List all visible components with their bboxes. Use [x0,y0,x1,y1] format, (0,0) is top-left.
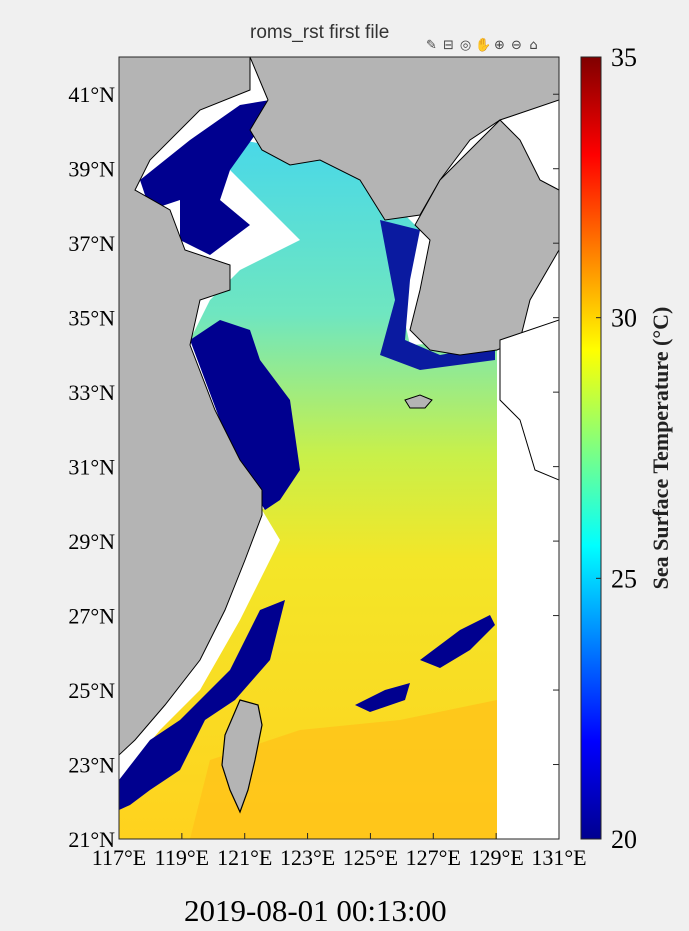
x-tick-label: 127°E [406,845,461,870]
colorbar-tick-label: 25 [611,564,637,593]
y-tick-label: 37°N [68,231,115,256]
data-tips-icon[interactable]: ⊟ [443,38,454,53]
colorbar-axis: 20 25 30 35 [596,43,637,854]
x-tick-label: 129°E [469,845,524,870]
sst-cold-patch-ne-taiwan [355,683,410,712]
y-tick-label: 39°N [68,157,115,182]
y-axis: 21°N 23°N 25°N 27°N 29°N 31°N 33°N 35°N 37°N 39°N… [68,82,559,852]
map-layer [119,57,559,839]
rotate-icon[interactable]: ◎ [459,38,472,53]
colorbar-tick-label: 20 [611,825,637,854]
y-tick-label: 25°N [68,678,115,703]
land-manchuria [249,57,559,221]
land-japan-kyushu [499,319,559,481]
x-tick-label: 131°E [531,845,586,870]
sst-cold-kuroshio-band [420,615,495,668]
y-tick-label: 33°N [68,380,115,405]
x-tick-label: 121°E [217,845,272,870]
y-tick-label: 41°N [68,82,115,107]
axes-toolbar: ✎ ⊟ ◎ ✋ ⊕ ⊖ ⌂ [424,38,541,53]
plot-title: roms_rst first file [250,22,390,43]
land-jeju [404,394,433,409]
timestamp-label: 2019-08-01 00:13:00 [184,893,447,928]
sst-cold-yellow-sea-west [190,320,300,510]
y-tick-label: 23°N [68,753,115,778]
pan-hand-icon[interactable]: ✋ [475,38,492,53]
y-tick-label: 35°N [68,306,115,331]
brush-icon[interactable]: ✎ [426,38,437,53]
sst-cold-fujian-coast [119,600,285,810]
x-axis: 117°E 119°E 121°E 123°E 125°E 127°E 129°E 131°E [92,833,587,870]
colorbar [580,56,602,840]
y-tick-label: 21°N [68,827,115,852]
land-taiwan [221,699,263,814]
x-tick-label: 125°E [343,845,398,870]
sst-warm-south [190,700,497,839]
x-tick-label: 119°E [155,845,209,870]
zoom-in-icon[interactable]: ⊕ [494,38,505,53]
sst-cold-bohai [140,100,270,255]
colorbar-label: Sea Surface Temperature (°C) [648,307,673,590]
colorbar-tick-label: 30 [611,304,637,333]
y-tick-label: 29°N [68,529,115,554]
colorbar-tick-label: 35 [611,43,637,72]
zoom-out-icon[interactable]: ⊖ [511,38,522,53]
x-tick-label: 123°E [280,845,335,870]
home-icon[interactable]: ⌂ [529,38,538,53]
y-tick-label: 31°N [68,455,115,480]
land-china [119,57,263,756]
x-tick-label: 117°E [92,845,146,870]
sst-cold-korea-coast [380,220,495,370]
axes-box [118,56,560,840]
y-tick-label: 27°N [68,604,115,629]
